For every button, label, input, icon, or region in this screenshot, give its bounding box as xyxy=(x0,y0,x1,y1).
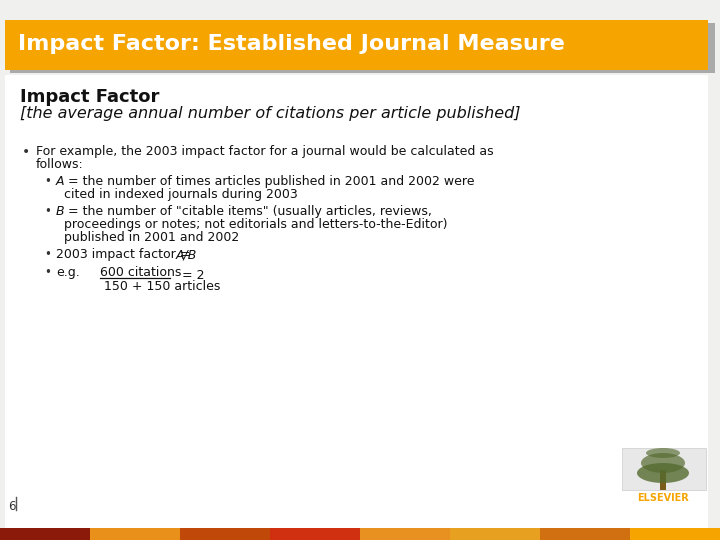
Bar xyxy=(10,23,715,73)
Bar xyxy=(5,75,708,528)
Text: = 2: = 2 xyxy=(182,269,204,282)
Text: [the average annual number of citations per article published]: [the average annual number of citations … xyxy=(20,106,521,121)
Text: •: • xyxy=(44,248,51,261)
Bar xyxy=(5,20,708,70)
Bar xyxy=(180,528,270,540)
Text: 150 + 150 articles: 150 + 150 articles xyxy=(104,280,220,293)
Bar xyxy=(0,528,90,540)
Bar xyxy=(360,528,450,540)
Text: 600 citations: 600 citations xyxy=(100,266,181,279)
Text: follows:: follows: xyxy=(36,158,84,171)
Text: •: • xyxy=(44,266,51,279)
Text: •: • xyxy=(22,145,30,159)
Ellipse shape xyxy=(637,463,689,483)
Text: cited in indexed journals during 2003: cited in indexed journals during 2003 xyxy=(64,188,298,201)
Bar xyxy=(90,528,180,540)
Bar xyxy=(660,470,666,490)
Text: = the number of "citable items" (usually articles, reviews,: = the number of "citable items" (usually… xyxy=(64,205,432,218)
Ellipse shape xyxy=(641,453,685,473)
Text: B: B xyxy=(56,205,65,218)
Text: 6: 6 xyxy=(8,500,16,513)
Text: •: • xyxy=(44,175,51,188)
Text: 2003 impact factor =: 2003 impact factor = xyxy=(56,248,194,261)
Text: ELSEVIER: ELSEVIER xyxy=(637,493,689,503)
Text: = the number of times articles published in 2001 and 2002 were: = the number of times articles published… xyxy=(64,175,474,188)
Bar xyxy=(630,528,720,540)
Bar xyxy=(540,528,630,540)
Bar xyxy=(622,448,706,490)
Text: •: • xyxy=(44,205,51,218)
Text: A/B: A/B xyxy=(176,248,197,261)
Text: A: A xyxy=(56,175,65,188)
Text: published in 2001 and 2002: published in 2001 and 2002 xyxy=(64,231,239,244)
Bar xyxy=(450,528,540,540)
Text: For example, the 2003 impact factor for a journal would be calculated as: For example, the 2003 impact factor for … xyxy=(36,145,494,158)
Text: Impact Factor: Impact Factor xyxy=(20,88,159,106)
Text: Impact Factor: Established Journal Measure: Impact Factor: Established Journal Measu… xyxy=(18,34,565,54)
Text: proceedings or notes; not editorials and letters-to-the-Editor): proceedings or notes; not editorials and… xyxy=(64,218,448,231)
Ellipse shape xyxy=(646,448,680,458)
Bar xyxy=(270,528,360,540)
Text: e.g.: e.g. xyxy=(56,266,80,279)
